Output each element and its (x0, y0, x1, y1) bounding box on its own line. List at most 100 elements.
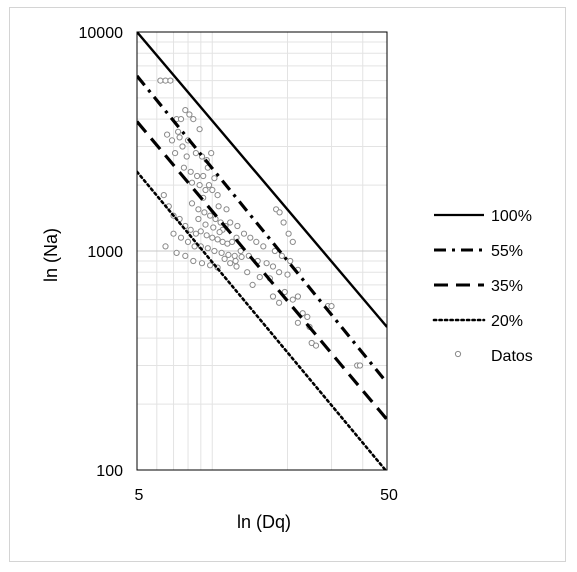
data-point (201, 209, 208, 216)
data-point (312, 342, 320, 349)
data-point (271, 247, 278, 255)
data-point (167, 77, 174, 84)
data-point (237, 247, 244, 255)
data-point (209, 186, 216, 194)
data-point (209, 234, 216, 241)
chart-frame (9, 7, 566, 562)
x-axis-title: ln (Dq) (237, 512, 291, 532)
data-point (182, 107, 189, 114)
data-point (195, 206, 202, 213)
data-point (284, 271, 291, 278)
data-point (187, 168, 194, 175)
legend-swatch-datos (454, 350, 462, 358)
data-point (215, 203, 222, 210)
data-point (177, 234, 185, 241)
data-point (287, 257, 294, 265)
y-tick-label: 100 (96, 463, 123, 480)
data-point (164, 131, 171, 138)
tick-layer: 100 1000 10000 5 50 (79, 25, 399, 504)
data-point (157, 77, 164, 84)
series-line-55pct (137, 74, 387, 384)
data-point (179, 143, 186, 150)
data-point (190, 257, 197, 265)
plot-border (136, 31, 388, 471)
data-point (269, 263, 277, 270)
y-tick-label: 10000 (79, 25, 124, 42)
data-point (276, 269, 283, 276)
data-point (202, 221, 209, 228)
data-point (210, 224, 217, 231)
data-point (190, 116, 197, 123)
data-point (188, 200, 196, 207)
data-point (183, 153, 190, 160)
data-point (191, 243, 198, 250)
data-point (172, 150, 179, 157)
data-point (276, 209, 283, 216)
data-point (180, 164, 187, 171)
y-axis-title: ln (Na) (41, 228, 61, 282)
data-point (175, 128, 182, 135)
data-point (188, 179, 196, 186)
data-point (281, 288, 288, 296)
data-point (208, 150, 215, 157)
data-point (244, 269, 251, 276)
legend: 100% 55% 35% 20% Datos (432, 208, 533, 365)
data-point (214, 236, 221, 243)
data-point (214, 192, 221, 199)
data-point (202, 186, 209, 194)
legend-label: Datos (491, 348, 533, 365)
data-point (285, 230, 292, 237)
x-tick-label: 50 (380, 487, 398, 504)
data-point (177, 116, 185, 123)
data-point (225, 251, 232, 258)
data-point (195, 215, 202, 223)
data-point (328, 303, 335, 310)
legend-label: 20% (491, 313, 523, 330)
data-point (280, 219, 287, 226)
data-point (182, 252, 189, 259)
data-point (196, 182, 203, 189)
data-point (260, 243, 267, 250)
data-point (294, 319, 301, 326)
data-point (238, 253, 245, 260)
data-point (192, 150, 199, 157)
data-point (160, 192, 167, 199)
series-line-20pct (137, 170, 387, 470)
data-point (186, 111, 193, 118)
data-point (253, 238, 260, 245)
data-point (197, 228, 204, 235)
x-tick-label: 5 (135, 487, 144, 504)
legend-label: 55% (491, 243, 523, 260)
data-point (194, 172, 201, 180)
data-point (207, 212, 214, 219)
data-point (211, 175, 218, 182)
data-point (234, 222, 241, 230)
data-point (207, 262, 214, 269)
data-point (299, 310, 306, 317)
data-point (200, 172, 207, 180)
data-point (216, 229, 223, 236)
data-point (356, 362, 364, 369)
data-point (276, 299, 283, 306)
data-point (233, 263, 240, 270)
data-point (308, 339, 315, 347)
data-point (198, 260, 206, 267)
data-point (196, 126, 203, 133)
line-layer (137, 32, 387, 470)
data-point (187, 226, 194, 233)
series-line-100pct (137, 32, 387, 328)
data-point (263, 260, 270, 267)
data-point (240, 230, 248, 237)
data-point (304, 313, 311, 320)
data-point (205, 182, 213, 189)
legend-label: 35% (491, 278, 523, 295)
data-point (192, 230, 199, 237)
data-point (203, 232, 210, 239)
data-point (227, 260, 234, 267)
data-point (184, 238, 192, 245)
data-point (211, 247, 218, 255)
data-point (231, 252, 238, 259)
data-point (294, 293, 301, 300)
data-point (170, 230, 177, 237)
